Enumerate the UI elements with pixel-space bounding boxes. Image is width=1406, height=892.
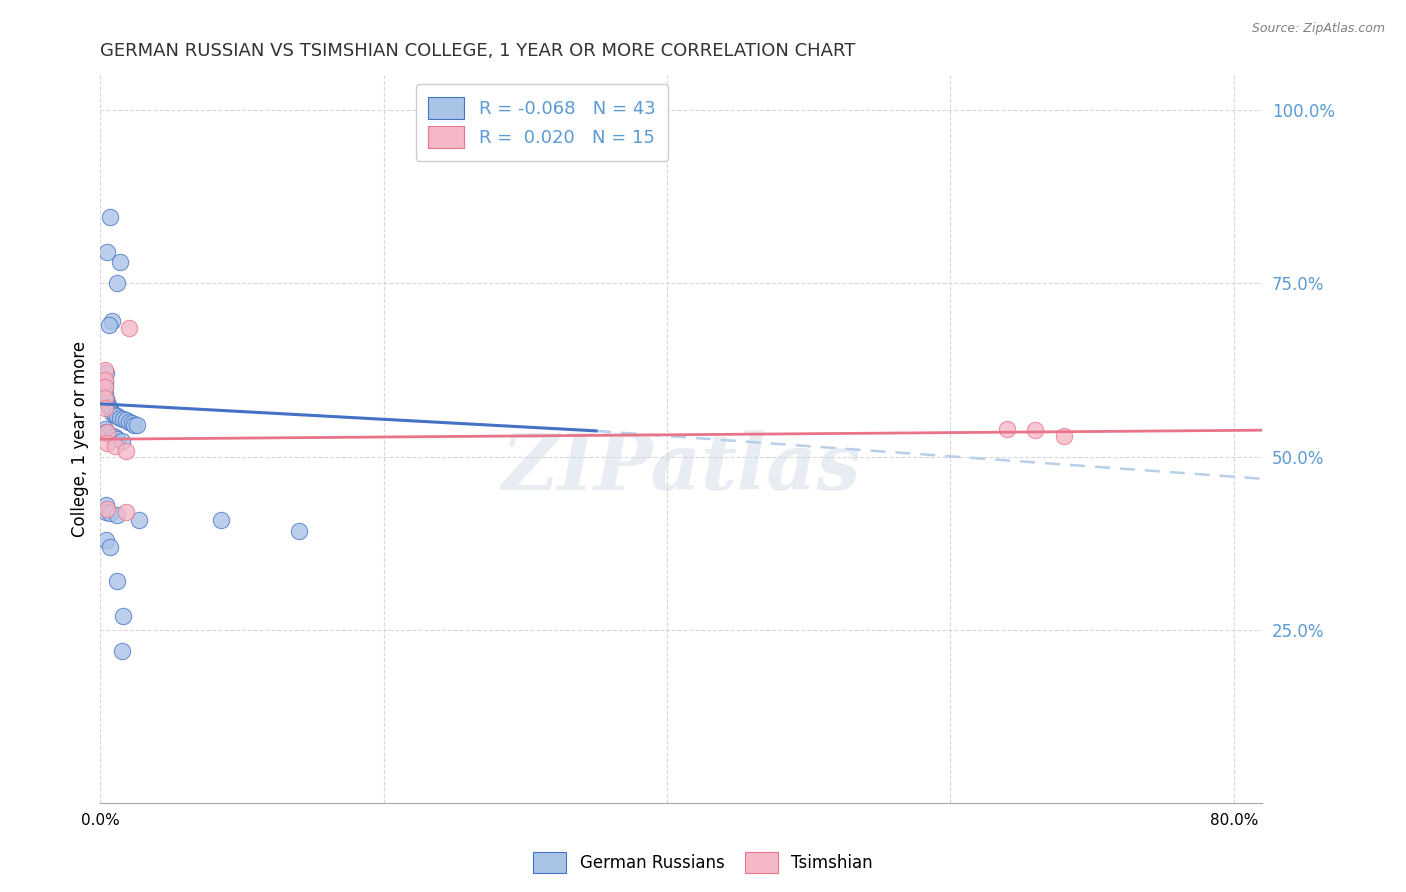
Point: [287, 524, 309, 539]
Point: [98, 507, 121, 521]
Text: ZIPatlas: ZIPatlas: [502, 430, 860, 507]
Point: [93, 363, 115, 377]
Point: [110, 643, 132, 657]
Text: GERMAN RUSSIAN VS TSIMSHIAN COLLEGE, 1 YEAR OR MORE CORRELATION CHART: GERMAN RUSSIAN VS TSIMSHIAN COLLEGE, 1 Y…: [100, 42, 856, 60]
Point: [209, 513, 232, 527]
Point: [96, 425, 118, 440]
Point: [97, 318, 120, 332]
Point: [94, 425, 117, 440]
Point: [108, 410, 131, 425]
Point: [100, 314, 122, 328]
Point: [121, 417, 143, 431]
Point: [111, 412, 134, 426]
Point: [97, 400, 120, 414]
Point: [103, 408, 125, 422]
Point: [108, 255, 131, 269]
Point: [93, 380, 115, 394]
Point: [128, 513, 150, 527]
Point: [93, 373, 115, 387]
Point: [127, 418, 149, 433]
Point: [105, 508, 128, 523]
Point: [93, 375, 115, 389]
Point: [103, 439, 125, 453]
Point: [98, 540, 121, 554]
Point: [105, 409, 128, 424]
Point: [105, 574, 128, 589]
Point: [1053, 429, 1076, 443]
Legend: R = -0.068   N = 43, R =  0.020   N = 15: R = -0.068 N = 43, R = 0.020 N = 15: [416, 84, 668, 161]
Point: [105, 432, 128, 446]
Point: [118, 415, 141, 429]
Point: [115, 505, 138, 519]
Text: Source: ZipAtlas.com: Source: ZipAtlas.com: [1251, 22, 1385, 36]
Point: [111, 609, 134, 624]
Legend: German Russians, Tsimshian: German Russians, Tsimshian: [526, 846, 880, 880]
Point: [105, 276, 128, 290]
Point: [98, 402, 121, 417]
Point: [94, 533, 117, 547]
Point: [100, 429, 122, 443]
Point: [93, 380, 115, 394]
Y-axis label: College, 1 year or more: College, 1 year or more: [72, 341, 89, 537]
Point: [96, 435, 118, 450]
Point: [110, 434, 132, 449]
Point: [1024, 423, 1046, 437]
Point: [93, 422, 115, 436]
Point: [96, 245, 118, 260]
Point: [94, 505, 117, 519]
Point: [97, 427, 120, 442]
Point: [995, 422, 1018, 436]
Point: [93, 391, 115, 405]
Point: [115, 444, 138, 458]
Point: [115, 413, 138, 427]
Point: [103, 430, 125, 444]
Point: [93, 401, 115, 415]
Point: [94, 392, 117, 406]
Point: [118, 321, 141, 335]
Point: [124, 417, 146, 432]
Point: [94, 367, 117, 381]
Point: [93, 387, 115, 401]
Point: [94, 498, 117, 512]
Point: [100, 406, 122, 420]
Point: [98, 211, 121, 225]
Point: [96, 501, 118, 516]
Point: [96, 395, 118, 409]
